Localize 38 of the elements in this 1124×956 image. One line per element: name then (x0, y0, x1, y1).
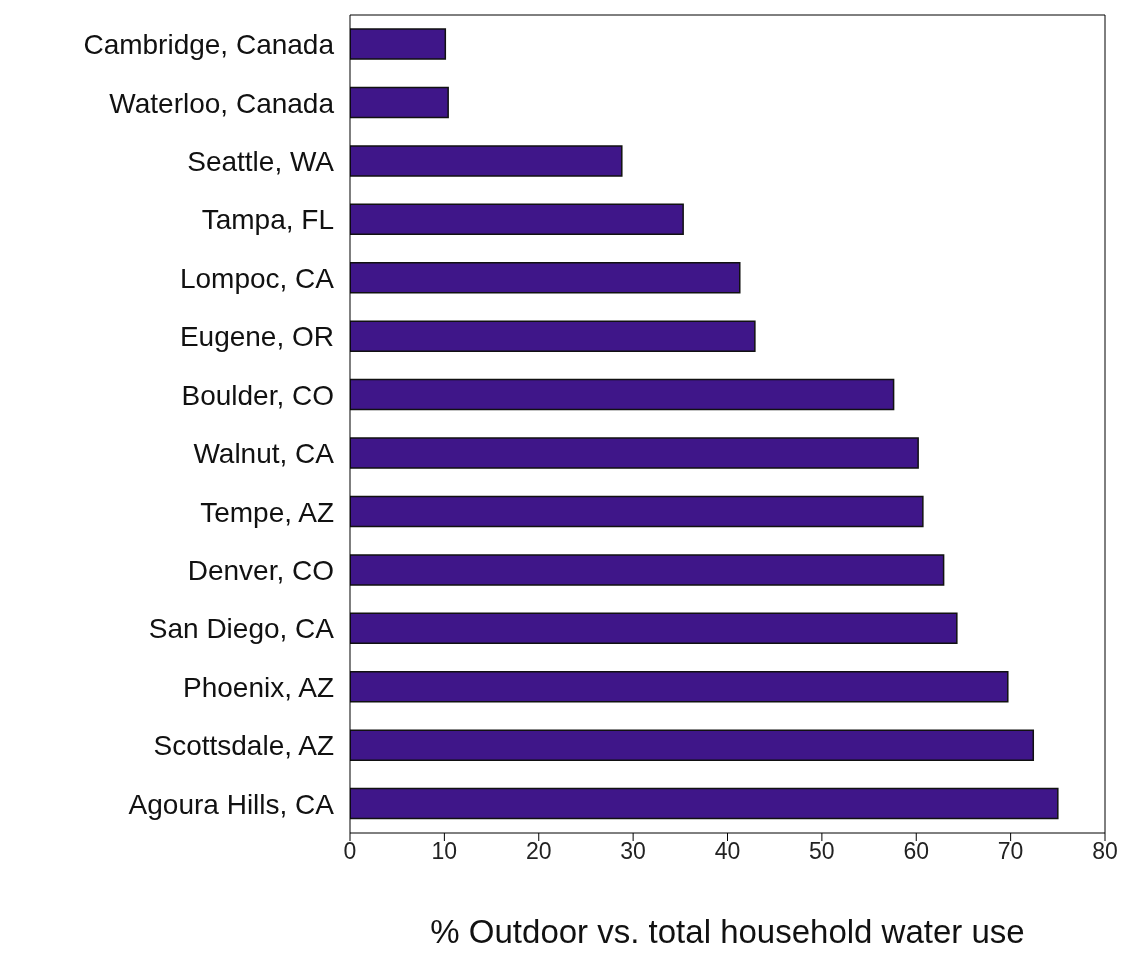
y-tick-label: Phoenix, AZ (183, 671, 334, 703)
bar (350, 495, 924, 528)
bar (350, 554, 945, 586)
x-axis-title: % Outdoor vs. total household water use (430, 913, 1025, 950)
x-tick-label: 70 (997, 838, 1024, 865)
bar (350, 145, 623, 177)
y-tick-label: Scottsdale, AZ (153, 730, 334, 762)
bar (350, 261, 741, 294)
x-tick-label: 10 (431, 838, 458, 865)
y-tick-label: Seattle, WA (187, 146, 335, 178)
bar (350, 28, 447, 60)
x-tick-label: 60 (903, 838, 930, 865)
y-tick-label: Tampa, FL (201, 204, 334, 236)
x-tick-label: 80 (1092, 838, 1118, 865)
bar (350, 729, 1035, 761)
bar (350, 86, 449, 119)
bar (350, 670, 1009, 703)
bar (350, 203, 684, 236)
bar (350, 612, 958, 645)
y-tick-label: Cambridge, Canada (83, 29, 335, 61)
bar (350, 378, 895, 411)
y-tick-label: Lompoc, CA (179, 262, 335, 294)
y-tick-label: San Diego, CA (148, 613, 335, 645)
bar (350, 787, 1059, 820)
x-tick-label: 50 (809, 838, 835, 865)
y-tick-label: Boulder, CO (181, 379, 334, 411)
x-tick-label: 20 (525, 838, 552, 865)
x-tick-label: 40 (714, 838, 741, 865)
y-tick-label: Walnut, CA (193, 438, 335, 470)
y-tick-label: Waterloo, Canada (109, 87, 335, 119)
x-tick-label: 30 (620, 838, 646, 865)
bar (350, 320, 756, 352)
x-tick-label: 0 (343, 838, 357, 865)
y-tick-label: Eugene, OR (179, 321, 334, 353)
y-tick-label: Agoura Hills, CA (128, 788, 335, 820)
y-tick-label: Tempe, AZ (200, 496, 334, 528)
bar (350, 437, 919, 469)
y-tick-label: Denver, CO (187, 555, 334, 587)
